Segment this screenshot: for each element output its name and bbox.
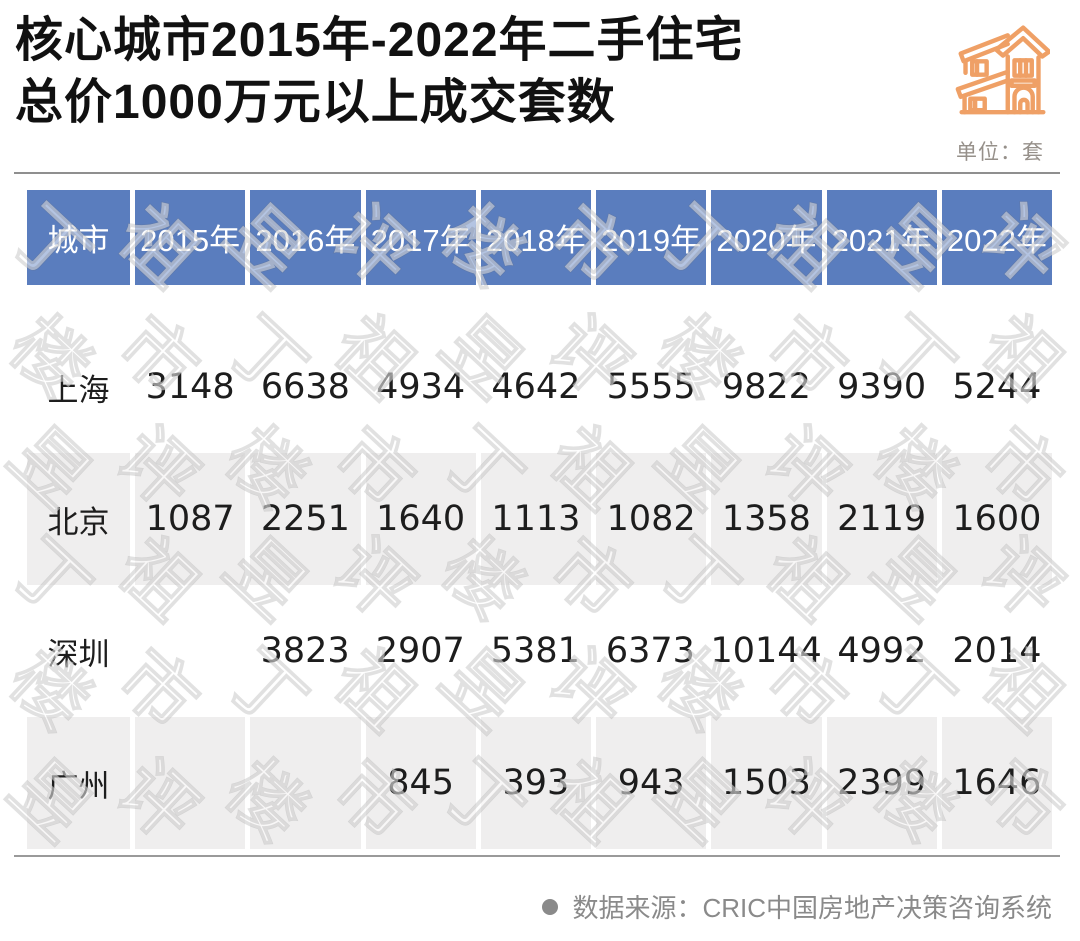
value-cell: 6373 <box>605 631 695 671</box>
value-cell: 5381 <box>490 631 580 671</box>
title-line-2: 总价1000万元以上成交套数 <box>15 76 616 129</box>
bullet-icon <box>542 898 559 915</box>
column-header-2015: 2015年 <box>135 190 246 285</box>
value-cell: 9390 <box>837 367 927 407</box>
column-header-city: 城市 <box>27 190 130 285</box>
page-title: 核心城市2015年-2022年二手住宅 总价1000万元以上成交套数 <box>15 10 744 134</box>
title-divider <box>14 172 1060 174</box>
column-header-2017: 2017年 <box>365 190 476 285</box>
value-cell: 2907 <box>375 631 465 671</box>
value-cell: 1600 <box>941 453 1052 585</box>
value-cell: 393 <box>480 717 591 849</box>
value-cell <box>135 585 245 717</box>
column-header-2020: 2020年 <box>711 190 822 285</box>
city-cell: 上海 <box>47 372 110 408</box>
column-header-2021: 2021年 <box>826 190 937 285</box>
value-cell: 5555 <box>606 367 696 407</box>
value-cell: 1082 <box>596 453 707 585</box>
value-cell: 2119 <box>826 453 937 585</box>
value-cell: 1503 <box>711 717 822 849</box>
source-text: 数据来源：CRIC中国房地产决策咨询系统 <box>572 893 1052 923</box>
city-cell: 广州 <box>27 717 130 849</box>
city-cell: 北京 <box>27 453 130 585</box>
title-line-1: 核心城市2015年-2022年二手住宅 <box>15 14 744 67</box>
value-cell: 4934 <box>376 367 466 407</box>
value-cell: 5244 <box>952 367 1042 407</box>
value-cell: 2251 <box>250 453 361 585</box>
value-cell: 6638 <box>260 367 350 407</box>
source-line: 数据来源：CRIC中国房地产决策咨询系统 <box>542 888 1052 925</box>
column-header-2022: 2022年 <box>941 190 1052 285</box>
value-cell: 4992 <box>837 631 927 671</box>
value-cell: 10144 <box>710 631 822 671</box>
value-cell: 1113 <box>480 453 591 585</box>
table-header-row: 城市 2015年 2016年 2017年 2018年 2019年 2020年 2… <box>27 190 1052 285</box>
value-cell: 1358 <box>711 453 822 585</box>
value-cell: 943 <box>596 717 707 849</box>
value-cell: 9822 <box>721 367 811 407</box>
city-cell: 深圳 <box>47 636 110 672</box>
column-header-2019: 2019年 <box>596 190 707 285</box>
value-cell: 1640 <box>365 453 476 585</box>
value-cell: 3148 <box>145 367 235 407</box>
value-cell: 4642 <box>491 367 581 407</box>
unit-label: 单位：套 <box>956 141 1044 164</box>
value-cell <box>135 717 246 849</box>
data-table: 城市 2015年 2016年 2017年 2018年 2019年 2020年 2… <box>27 190 1052 849</box>
table-row-shenzhen: 深圳 3823 2907 5381 6373 10144 4992 2014 <box>27 585 1052 717</box>
table-divider <box>14 855 1060 857</box>
column-header-2016: 2016年 <box>250 190 361 285</box>
table-row-guangzhou: 广州 845 393 943 1503 2399 1646 <box>27 717 1052 849</box>
value-cell: 2014 <box>952 631 1042 671</box>
table-row-shanghai: 上海 3148 6638 4934 4642 5555 9822 9390 52… <box>27 321 1052 453</box>
value-cell: 3823 <box>260 631 350 671</box>
house-icon <box>954 20 1052 116</box>
value-cell: 1087 <box>135 453 246 585</box>
column-header-2018: 2018年 <box>480 190 591 285</box>
value-cell: 2399 <box>826 717 937 849</box>
table-row-beijing: 北京 1087 2251 1640 1113 1082 1358 2119 16… <box>27 453 1052 585</box>
value-cell: 1646 <box>941 717 1052 849</box>
value-cell <box>250 717 361 849</box>
value-cell: 845 <box>365 717 476 849</box>
